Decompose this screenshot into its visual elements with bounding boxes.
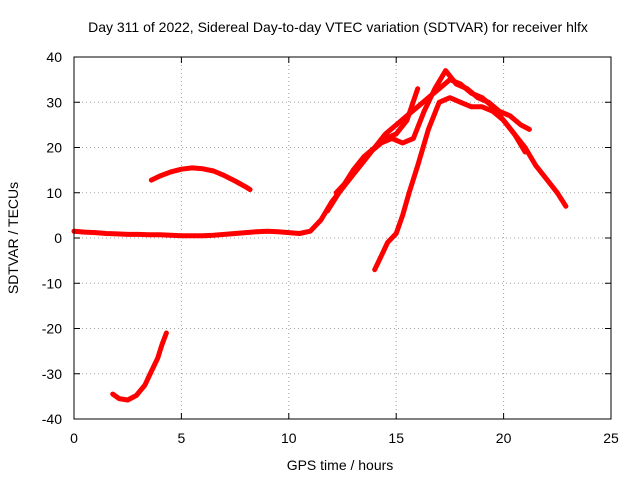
y-tick-label: 10: [46, 185, 62, 201]
series-group: [71, 68, 569, 403]
series-line-branch-b: [333, 68, 532, 196]
series-line-arc-upper: [148, 165, 253, 193]
chart-title: Day 311 of 2022, Sidereal Day-to-day VTE…: [88, 19, 588, 35]
x-tick-label: 5: [178, 430, 186, 446]
x-tick-label: 0: [70, 430, 78, 446]
x-tick-label: 25: [603, 430, 619, 446]
ticks: 0 5 10 15 20 25 -40 -30 -20 -10 0 10 20 30 40: [42, 49, 619, 446]
x-tick-label: 20: [496, 430, 512, 446]
x-tick-label: 10: [281, 430, 297, 446]
y-tick-label: 20: [46, 140, 62, 156]
series-line-recovery: [372, 95, 528, 273]
y-tick-label: 0: [54, 230, 62, 246]
y-tick-label: 40: [46, 49, 62, 65]
x-axis-label: GPS time / hours: [287, 457, 394, 473]
y-tick-label: 30: [46, 94, 62, 110]
y-tick-label: -30: [42, 366, 62, 382]
y-tick-label: -40: [42, 411, 62, 427]
y-axis-label: SDTVAR / TECUs: [5, 182, 21, 294]
y-tick-label: -10: [42, 275, 62, 291]
x-tick-label: 15: [388, 430, 404, 446]
y-tick-label: -20: [42, 321, 62, 337]
series-line-arc-lower: [110, 330, 169, 403]
